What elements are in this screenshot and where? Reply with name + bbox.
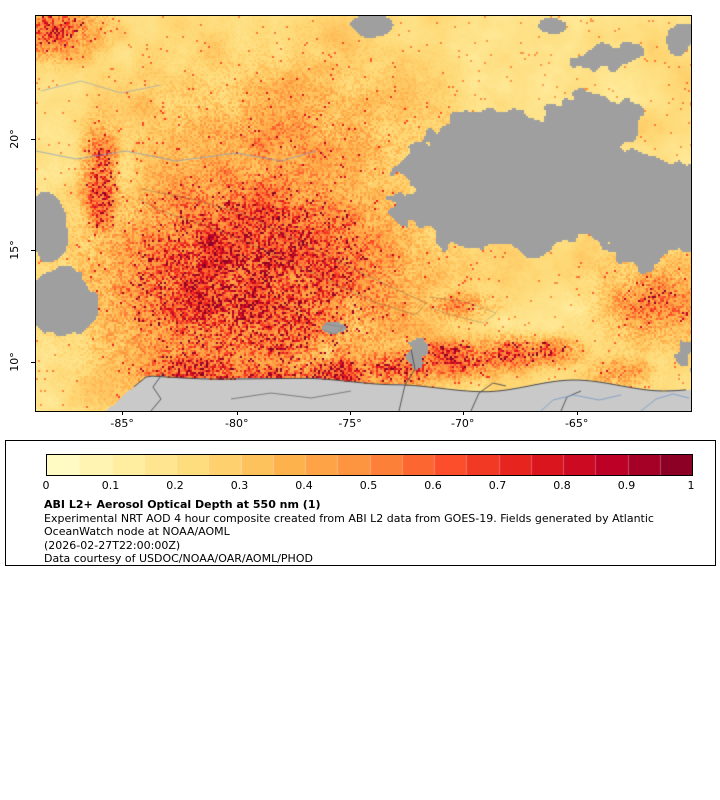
latitude-axis: 20° 15° 10° (0, 15, 35, 410)
colorbar-tick-label: 0.2 (166, 479, 184, 492)
x-tick-mark (350, 411, 352, 415)
map-plot-area (35, 15, 692, 412)
colorbar-tick-label: 0.4 (295, 479, 313, 492)
y-tick-mark (31, 250, 35, 251)
x-tick-label: -80° (225, 417, 249, 430)
x-tick-label: -85° (110, 417, 134, 430)
y-tick-mark (31, 362, 35, 363)
y-tick-mark (31, 139, 35, 140)
x-tick-label: -70° (450, 417, 475, 430)
legend-text-block: ABI L2+ Aerosol Optical Depth at 550 nm … (44, 498, 705, 566)
x-tick-mark (576, 411, 578, 415)
colorbar-tick-label: 0.1 (101, 479, 120, 492)
y-tick-label: 20° (8, 129, 21, 149)
colorbar-tick-label: 0.5 (359, 479, 378, 492)
x-tick-mark (236, 411, 238, 415)
legend-timestamp: (2026-02-27T22:00:00Z) (44, 538, 181, 552)
y-tick-label: 15° (8, 240, 21, 260)
colorbar-gradient (47, 455, 692, 475)
colorbar-tick-label: 0.3 (230, 479, 249, 492)
legend-description-line: OceanWatch node at NOAA/AOML (44, 525, 230, 538)
colorbar-tick-label: 0.8 (553, 479, 571, 492)
x-tick-mark (462, 411, 464, 415)
longitude-axis: -85° -80° -75° -70° -65° (35, 411, 690, 434)
legend-description-line: Experimental NRT AOD 4 hour composite cr… (44, 511, 654, 525)
colorbar (46, 454, 693, 476)
x-tick-label: -65° (564, 417, 589, 430)
colorbar-tick-label: 0.7 (488, 479, 507, 492)
legend-data-courtesy: Data courtesy of USDOC/NOAA/OAR/AOML/PHO… (44, 552, 313, 565)
colorbar-tick-labels: 0 0.1 0.2 0.3 0.4 0.5 0.6 0.7 0.8 0.9 1 (42, 479, 695, 493)
x-tick-mark (122, 411, 124, 415)
colorbar-tick-label: 0.6 (424, 479, 442, 492)
colorbar-tick-label: 0 (42, 479, 50, 492)
legend-title: ABI L2+ Aerosol Optical Depth at 550 nm … (44, 498, 321, 511)
colorbar-tick-label: 1 (687, 479, 695, 492)
y-tick-label: 10° (8, 352, 21, 372)
aod-map-canvas (36, 16, 691, 411)
colorbar-tick-label: 0.9 (617, 479, 636, 492)
legend-panel: 0 0.1 0.2 0.3 0.4 0.5 0.6 0.7 0.8 0.9 1 … (5, 440, 716, 566)
x-tick-label: -75° (338, 417, 362, 430)
